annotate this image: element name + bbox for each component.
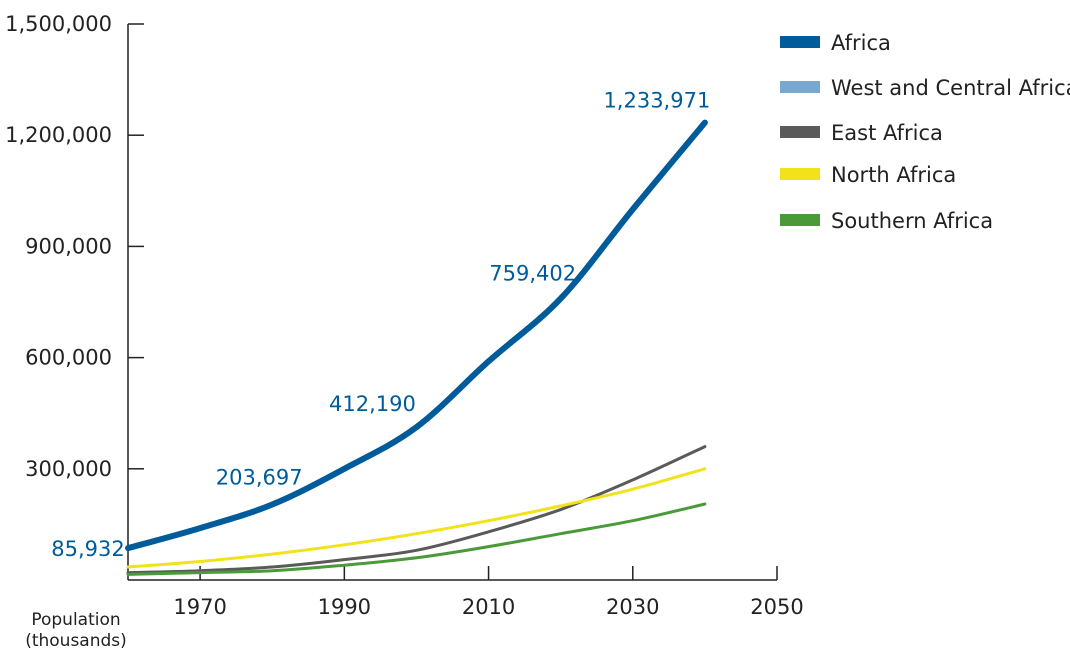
legend-label: East Africa: [831, 121, 943, 145]
data-label: 203,697: [216, 465, 303, 489]
y-axis-label-line-2: (thousands): [25, 631, 127, 651]
x-tick-label: 2050: [750, 595, 803, 619]
data-labels: 85,932 203,697 412,190 759,402 1,233,971: [51, 89, 710, 562]
y-tick-label: 1,500,000: [5, 12, 112, 36]
axes: [127, 24, 777, 581]
series-line-north-africa: [126, 467, 707, 569]
series-lines: [125, 119, 708, 576]
x-ticks: 1970 1990 2010 2030 2050: [173, 566, 804, 619]
legend-swatch: [780, 214, 820, 226]
x-tick-label: 1990: [318, 595, 371, 619]
x-tick-label: 2010: [462, 595, 515, 619]
legend-swatch: [780, 36, 820, 48]
legend-label: West and Central Africa: [831, 76, 1070, 100]
y-tick-label: 900,000: [25, 234, 112, 258]
data-label: 412,190: [329, 392, 416, 416]
series-line-africa: [125, 119, 708, 552]
data-label: 759,402: [489, 262, 576, 286]
y-tick-label: 600,000: [25, 346, 112, 370]
data-label: 1,233,971: [603, 89, 710, 113]
y-ticks: 300,000 600,000 900,000 1,200,000 1,500,000: [5, 12, 144, 481]
legend-swatch: [780, 126, 820, 138]
legend-swatch: [780, 81, 820, 93]
x-tick-label: 1970: [173, 595, 226, 619]
y-tick-label: 300,000: [25, 457, 112, 481]
series-line-east-africa: [126, 445, 707, 575]
y-axis-label: Population (thousands): [25, 610, 127, 651]
data-label: 85,932: [51, 537, 124, 561]
legend-label: Africa: [831, 31, 891, 55]
legend: Africa West and Central Africa East Africa…: [780, 31, 1070, 233]
y-tick-label: 1,200,000: [5, 123, 112, 147]
legend-label: North Africa: [831, 163, 956, 187]
x-tick-label: 2030: [606, 595, 659, 619]
y-axis-label-line-1: Population: [31, 610, 120, 630]
legend-label: Southern Africa: [831, 209, 993, 233]
series-line-southern-africa: [126, 502, 707, 576]
legend-swatch: [780, 168, 820, 180]
